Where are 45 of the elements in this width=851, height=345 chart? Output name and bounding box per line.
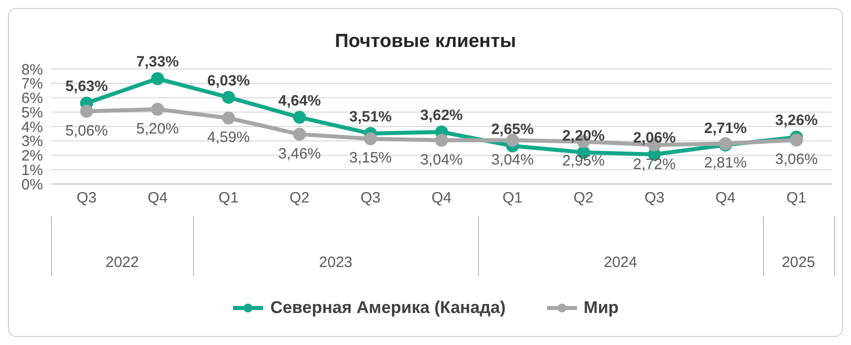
data-label: 4,59% — [207, 129, 250, 146]
legend-label: Северная Америка (Канада) — [269, 298, 506, 318]
data-label: 5,20% — [136, 120, 179, 138]
text: 2023 — [318, 254, 354, 271]
y-tick-label: 3% — [21, 133, 43, 150]
legend-label: Мир — [582, 298, 619, 318]
data-label: 6,03% — [207, 72, 250, 90]
x-tick-label: Q2 — [573, 190, 594, 207]
text: 2025 — [780, 254, 816, 271]
data-label: 2,72% — [633, 156, 676, 173]
data-label: 3,06% — [775, 151, 818, 168]
y-tick-label: 7% — [21, 76, 43, 93]
text: 2024 — [602, 254, 638, 271]
data-label: 2,71% — [704, 120, 747, 138]
x-tick-label: Q3 — [644, 190, 664, 207]
y-tick-label: 8% — [21, 61, 43, 78]
data-label: 5,63% — [65, 78, 108, 96]
text: 2022 — [104, 254, 140, 271]
data-label: 2,81% — [704, 154, 747, 172]
data-label: 5,06% — [65, 122, 108, 140]
x-tick-label: Q2 — [290, 190, 310, 207]
x-tick-label: Q3 — [360, 190, 381, 207]
data-label: 2,95% — [562, 152, 605, 170]
data-label: 3,51% — [349, 108, 392, 126]
data-label: 3,15% — [349, 150, 392, 167]
data-label: 3,26% — [775, 112, 818, 130]
x-tick-label: Q1 — [786, 190, 806, 207]
y-tick-label: 4% — [21, 118, 43, 136]
x-tick-label: Q4 — [715, 190, 736, 207]
x-tick-label: Q4 — [148, 190, 168, 207]
data-label: 7,33% — [136, 54, 179, 71]
chart-title: Почтовые клиенты — [334, 31, 518, 53]
x-tick-label: Q1 — [502, 190, 522, 207]
data-label: 2,06% — [633, 129, 676, 146]
data-label: 3,46% — [278, 145, 321, 162]
data-label: 3,04% — [420, 151, 463, 168]
data-label: 2,65% — [491, 120, 534, 138]
data-label: 3,04% — [491, 151, 534, 168]
data-label: 4,64% — [278, 92, 321, 110]
y-tick-label: 0% — [21, 176, 43, 194]
data-label: 2,20% — [562, 127, 605, 144]
x-tick-label: Q1 — [218, 190, 239, 207]
x-tick-label: Q4 — [431, 190, 452, 207]
data-label: 3,62% — [420, 106, 463, 124]
x-tick-label: Q3 — [76, 190, 97, 207]
